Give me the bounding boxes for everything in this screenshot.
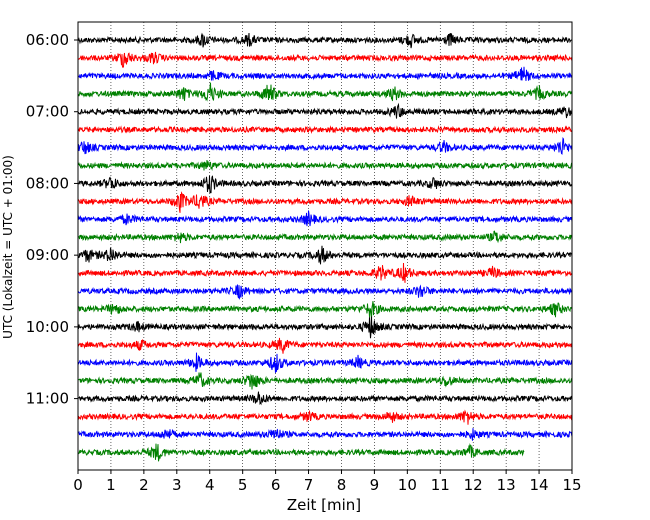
y-tick-label: 10:00 <box>26 318 69 336</box>
x-tick-label: 4 <box>205 476 215 494</box>
x-tick-label: 9 <box>370 476 380 494</box>
x-tick-label: 11 <box>431 476 450 494</box>
trace-row-1100 <box>78 391 573 406</box>
x-tick-label: 2 <box>139 476 149 494</box>
trace-row-0745 <box>78 159 573 172</box>
x-tick-label: 10 <box>398 476 417 494</box>
trace-row-0715 <box>78 125 573 135</box>
x-tick-label: 14 <box>530 476 549 494</box>
trace-row-1030 <box>78 352 573 373</box>
trace-row-0930 <box>78 284 573 301</box>
trace-row-1130 <box>78 428 573 441</box>
trace-row-0845 <box>78 230 573 244</box>
trace-row-0830 <box>78 210 573 227</box>
trace-row-1000 <box>78 316 573 339</box>
x-tick-label: 7 <box>304 476 314 494</box>
x-tick-label: 1 <box>106 476 116 494</box>
x-tick-label: 5 <box>238 476 248 494</box>
x-tick-label: 3 <box>172 476 182 494</box>
vertical-grid <box>77 22 573 470</box>
y-tick-label: 11:00 <box>26 390 69 408</box>
y-tick-label: 07:00 <box>26 103 69 121</box>
x-tick-label: 12 <box>464 476 483 494</box>
trace-row-0615 <box>78 51 573 68</box>
trace-row-0630 <box>78 66 573 81</box>
trace-row-0815 <box>78 191 573 213</box>
y-tick-label: 08:00 <box>26 174 69 192</box>
trace-row-0900 <box>78 245 573 265</box>
y-tick-label: 06:00 <box>26 31 69 49</box>
trace-row-1015 <box>78 337 573 354</box>
x-tick-label: 6 <box>271 476 281 494</box>
y-axis-ticks: 06:00 07:00 08:00 09:00 10:00 11:00 <box>26 31 78 408</box>
seismic-traces <box>78 32 573 462</box>
x-axis-ticks: 0 1 2 3 4 5 6 7 8 9 10 11 12 13 14 15 <box>73 470 582 494</box>
trace-row-0600 <box>78 32 573 49</box>
trace-row-1115 <box>78 409 573 425</box>
x-tick-label: 13 <box>497 476 516 494</box>
y-tick-label: 09:00 <box>26 246 69 264</box>
trace-row-0915 <box>78 262 573 283</box>
x-tick-label: 0 <box>73 476 83 494</box>
plot-frame <box>77 21 573 471</box>
trace-row-1145 <box>78 443 525 462</box>
trace-row-0800 <box>78 175 573 194</box>
x-axis-label: Zeit [min] <box>287 496 361 514</box>
trace-row-1045 <box>78 372 573 390</box>
x-tick-label: 8 <box>337 476 347 494</box>
trace-row-0945 <box>78 301 573 320</box>
x-tick-label: 15 <box>562 476 581 494</box>
trace-row-0645 <box>78 82 573 102</box>
y-axis-label: UTC (Lokalzeit = UTC + 01:00) <box>1 155 15 339</box>
trace-row-0730 <box>78 136 573 155</box>
trace-row-0700 <box>78 102 573 119</box>
